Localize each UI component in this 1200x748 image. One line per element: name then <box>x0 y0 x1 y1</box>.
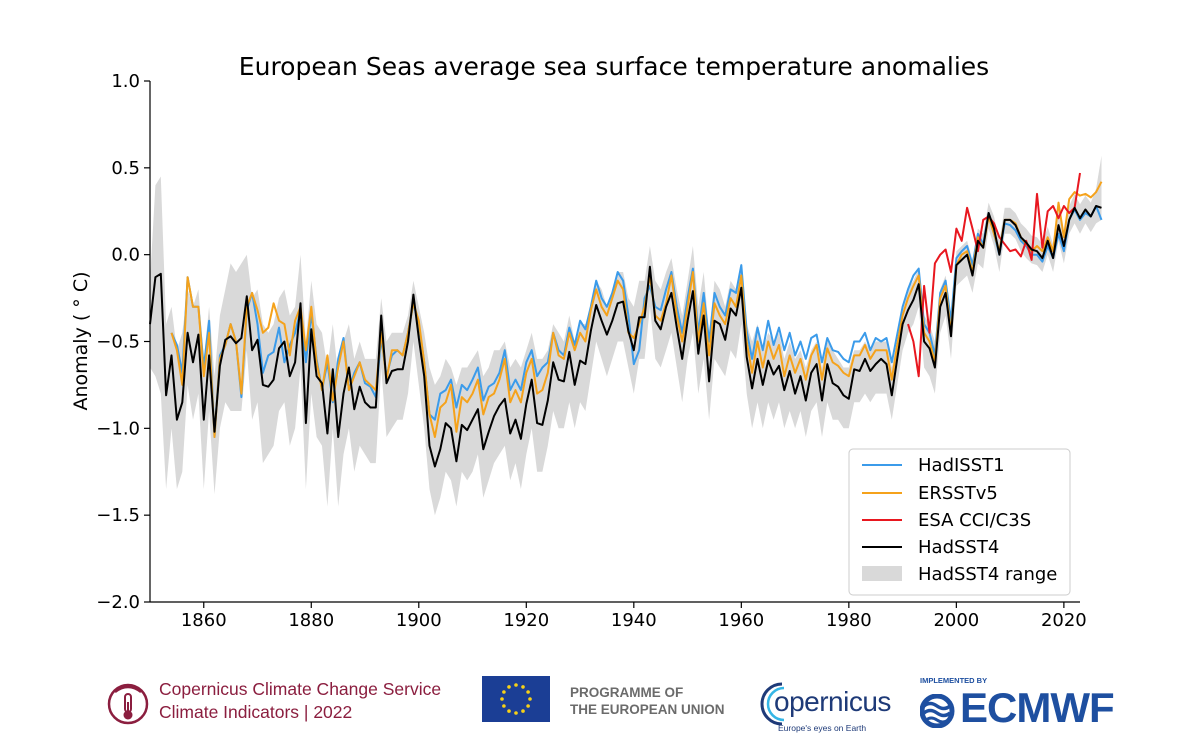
legend-label-hadsst4: HadSST4 <box>918 537 999 558</box>
c3s-text: Copernicus Climate Change Service Climat… <box>159 678 441 724</box>
ecmwf-wordmark: ECMWF <box>960 684 1115 731</box>
y-tick-label: 0.0 <box>111 245 140 266</box>
y-axis-label: Anomaly ( ° C) <box>70 271 92 410</box>
range-layer <box>150 155 1102 516</box>
y-tick-label: −1.5 <box>96 505 140 526</box>
x-tick-label: 1940 <box>611 610 657 631</box>
copernicus-c-icon <box>760 682 785 726</box>
legend-label-esa-cci: ESA CCI/C3S <box>918 510 1031 531</box>
legend-swatch-hadsst4-range <box>862 566 902 581</box>
lines-layer <box>149 172 1103 468</box>
y-tick-label: −0.5 <box>96 332 140 353</box>
legend-label-ersstv5: ERSSTv5 <box>918 483 998 504</box>
series-hadsst4-line <box>149 205 1102 468</box>
ecmwf-implemented-by: IMPLEMENTED BY <box>920 676 988 685</box>
copernicus-tagline: Europe's eyes on Earth <box>778 723 867 733</box>
legend: HadISST1 ERSSTv5 ESA CCI/C3S HadSST4 Had… <box>848 448 1071 596</box>
x-tick-label: 1980 <box>826 610 872 631</box>
copernicus-wordmark: opernicus <box>774 686 891 717</box>
x-tick-label: 2020 <box>1041 610 1087 631</box>
x-tick-label: 1920 <box>503 610 549 631</box>
series-hadsst4-range-band <box>150 155 1102 516</box>
legend-label-hadisst1: HadISST1 <box>918 455 1005 476</box>
chart-title: European Seas average sea surface temper… <box>239 52 989 81</box>
eu-programme-text: PROGRAMME OF THE EUROPEAN UNION <box>570 684 725 718</box>
c3s-title: Copernicus Climate Change Service <box>159 679 442 699</box>
axes-layer: 1.0 0.5 0.0 −0.5 −1.0 −1.5 −2.0 1860 1880 1900 192… <box>96 71 1086 631</box>
x-tick-label: 1860 <box>181 610 227 631</box>
x-tick-label: 1900 <box>396 610 442 631</box>
legend-box <box>848 448 1071 596</box>
c3s-branding: Copernicus Climate Change Service Climat… <box>105 674 455 734</box>
y-tick-label: 1.0 <box>111 71 140 92</box>
ecmwf-logo: IMPLEMENTED BY ECMWF <box>918 674 1115 734</box>
legend-label-hadsst4-range: HadSST4 range <box>918 564 1057 585</box>
ecmwf-wave-icon <box>920 694 955 728</box>
copernicus-logo: opernicus Europe's eyes on Earth <box>752 674 892 734</box>
series-esa-cci-c3s-line <box>907 172 1081 378</box>
thermometer-globe-icon <box>107 683 149 725</box>
chart: European Seas average sea surface temper… <box>70 52 1103 631</box>
x-tick-label: 2000 <box>933 610 979 631</box>
x-tick-label: 1880 <box>288 610 334 631</box>
y-tick-label: −2.0 <box>96 592 140 613</box>
c3s-subtitle: Climate Indicators | 2022 <box>159 702 353 722</box>
x-tick-label: 1960 <box>718 610 764 631</box>
eu-flag-icon <box>482 676 550 722</box>
eu-line-1: PROGRAMME OF <box>570 685 684 700</box>
eu-line-2: THE EUROPEAN UNION <box>570 702 725 717</box>
y-tick-label: 0.5 <box>111 158 140 179</box>
y-tick-label: −1.0 <box>96 418 140 439</box>
footer: Copernicus Climate Change Service Climat… <box>0 660 1200 748</box>
